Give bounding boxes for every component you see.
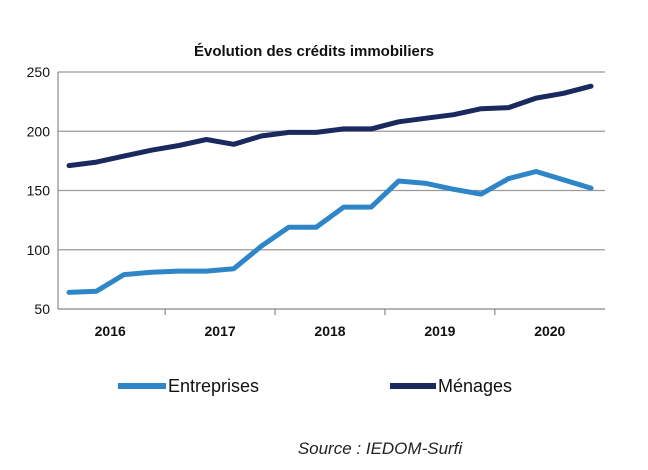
x-tick-label: 2017 xyxy=(205,323,236,339)
series-line-menages xyxy=(66,83,594,169)
legend-item-entreprises: Entreprises xyxy=(118,376,259,396)
y-tick-label: 200 xyxy=(27,123,51,139)
source-note: Source : IEDOM-Surfi xyxy=(298,439,464,458)
series-lines xyxy=(66,83,594,295)
axes xyxy=(57,72,605,310)
legend-label-entreprises: Entreprises xyxy=(168,376,259,396)
series-line-entreprises xyxy=(66,169,594,295)
chart-title: Évolution des crédits immobiliers xyxy=(194,43,434,60)
y-tick-label: 50 xyxy=(34,301,50,317)
legend-item-menages: Ménages xyxy=(390,376,512,396)
x-tick-label: 2019 xyxy=(424,323,455,339)
x-axis-ticks: 2016 2017 2018 2019 2020 xyxy=(95,309,566,339)
y-tick-label: 250 xyxy=(27,64,51,80)
x-tick-label: 2020 xyxy=(534,323,565,339)
legend-label-menages: Ménages xyxy=(438,376,512,396)
x-tick-label: 2016 xyxy=(95,323,126,339)
x-tick-label: 2018 xyxy=(314,323,345,339)
y-tick-label: 150 xyxy=(27,183,51,199)
legend: Entreprises Ménages xyxy=(118,376,512,396)
y-tick-label: 100 xyxy=(27,242,51,258)
y-axis-ticks: 250 200 150 100 50 xyxy=(27,64,51,317)
grid xyxy=(58,71,605,251)
